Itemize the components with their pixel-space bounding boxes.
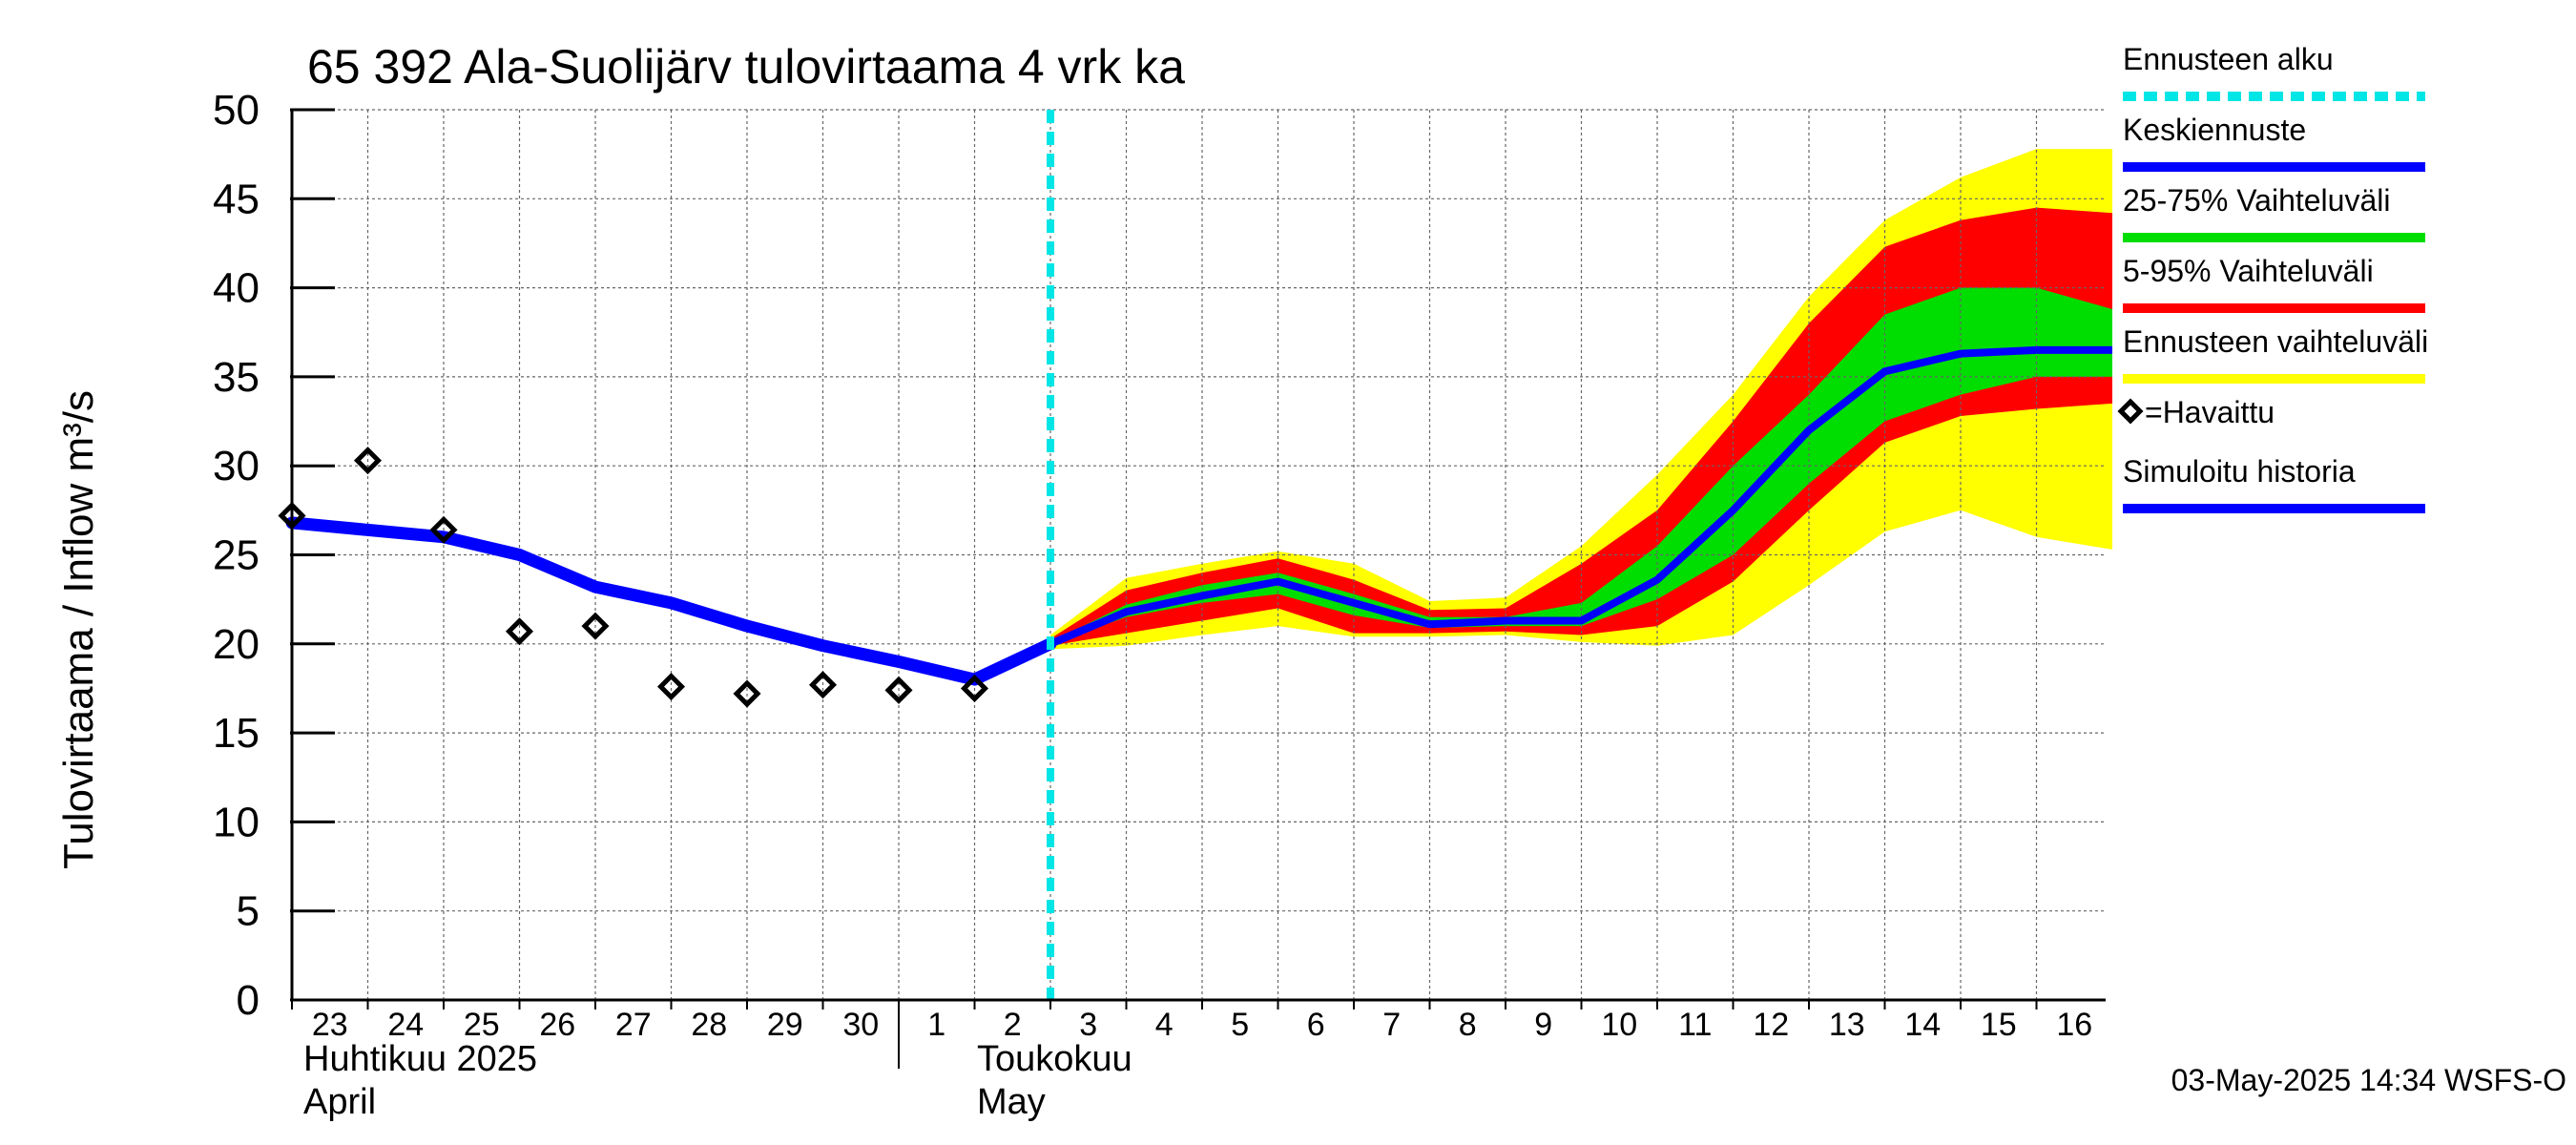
month-label-line1: Toukokuu bbox=[977, 1039, 1132, 1079]
x-tick-label: 26 bbox=[539, 1007, 575, 1043]
x-tick-label: 4 bbox=[1155, 1007, 1174, 1043]
x-tick-label: 11 bbox=[1678, 1007, 1712, 1043]
y-tick-label: 25 bbox=[213, 532, 260, 579]
y-tick-label: 45 bbox=[213, 176, 260, 222]
band-total bbox=[1050, 149, 2112, 650]
x-tick-label: 2 bbox=[1004, 1007, 1022, 1043]
x-tick-label: 8 bbox=[1459, 1007, 1477, 1043]
chart-texts: 65 392 Ala-Suolijärv tulovirtaama 4 vrk … bbox=[55, 40, 2566, 1097]
legend-label: Ennusteen vaihteluväli bbox=[2123, 324, 2428, 359]
x-tick-label: 25 bbox=[464, 1007, 500, 1043]
simulated-history-line bbox=[285, 516, 1057, 686]
x-tick-label: 9 bbox=[1534, 1007, 1552, 1043]
observed-point bbox=[884, 676, 913, 704]
x-tick-label: 30 bbox=[842, 1007, 879, 1043]
legend-label: Simuloitu historia bbox=[2123, 454, 2356, 489]
observed-point bbox=[656, 673, 686, 701]
y-tick-label: 30 bbox=[213, 443, 260, 489]
x-tick-label: 6 bbox=[1307, 1007, 1325, 1043]
y-tick-label: 40 bbox=[213, 265, 260, 312]
y-tick-label: 20 bbox=[213, 621, 260, 668]
legend-label: =Havaittu bbox=[2145, 395, 2275, 429]
y-axis-label: Tulovirtaama / Inflow m³/s bbox=[55, 390, 102, 869]
x-tick-label: 7 bbox=[1382, 1007, 1401, 1043]
observed-point bbox=[581, 612, 610, 640]
observed-point bbox=[429, 515, 458, 544]
forecast-bands bbox=[1050, 149, 2112, 650]
y-tick-label: 50 bbox=[213, 87, 260, 134]
observed-point bbox=[505, 617, 534, 646]
x-tick-label: 3 bbox=[1079, 1007, 1097, 1043]
x-tick-label: 14 bbox=[1904, 1007, 1941, 1043]
median-forecast-line bbox=[1049, 345, 2112, 648]
observed-markers bbox=[278, 447, 989, 708]
x-tick-label: 27 bbox=[615, 1007, 652, 1043]
band-25-75 bbox=[1050, 287, 2112, 644]
x-tick-label: 16 bbox=[2056, 1007, 2092, 1043]
month-label-line1: Huhtikuu 2025 bbox=[303, 1039, 537, 1079]
footer-timestamp: 03-May-2025 14:34 WSFS-O bbox=[2171, 1063, 2566, 1097]
band-5-95 bbox=[1050, 207, 2112, 646]
x-tick-label: 10 bbox=[1601, 1007, 1637, 1043]
x-tick-label: 28 bbox=[691, 1007, 727, 1043]
legend-label: Ennusteen alku bbox=[2123, 42, 2334, 76]
x-tick-label: 1 bbox=[927, 1007, 945, 1043]
x-tick-label: 24 bbox=[387, 1007, 424, 1043]
chart-title: 65 392 Ala-Suolijärv tulovirtaama 4 vrk … bbox=[307, 40, 1185, 94]
y-tick-label: 15 bbox=[213, 710, 260, 757]
x-tick-label: 15 bbox=[1981, 1007, 2017, 1043]
grid-lines bbox=[292, 109, 2106, 1000]
legend-label: 25-75% Vaihteluväli bbox=[2123, 183, 2390, 218]
observed-point bbox=[960, 674, 989, 702]
month-label-line2: May bbox=[977, 1082, 1046, 1122]
y-tick-label: 35 bbox=[213, 354, 260, 401]
observed-point bbox=[353, 447, 383, 475]
x-tick-label: 29 bbox=[767, 1007, 803, 1043]
legend-label: Keskiennuste bbox=[2123, 113, 2306, 147]
legend-marker bbox=[2117, 398, 2144, 425]
y-tick-label: 10 bbox=[213, 799, 260, 845]
observed-point bbox=[733, 679, 761, 708]
month-label-line2: April bbox=[303, 1082, 376, 1122]
y-tick-label: 5 bbox=[237, 888, 260, 935]
y-tick-label: 0 bbox=[237, 977, 260, 1024]
x-tick-label: 13 bbox=[1829, 1007, 1865, 1043]
legend: Ennusteen alku Keskiennuste 25-75% Vaihtel… bbox=[2117, 42, 2428, 513]
x-tick-label: 12 bbox=[1753, 1007, 1789, 1043]
x-tick-label: 5 bbox=[1231, 1007, 1249, 1043]
x-tick-label: 23 bbox=[312, 1007, 348, 1043]
observed-point bbox=[808, 671, 838, 699]
legend-label: 5-95% Vaihteluväli bbox=[2123, 254, 2374, 288]
series-lines bbox=[285, 110, 2112, 1000]
